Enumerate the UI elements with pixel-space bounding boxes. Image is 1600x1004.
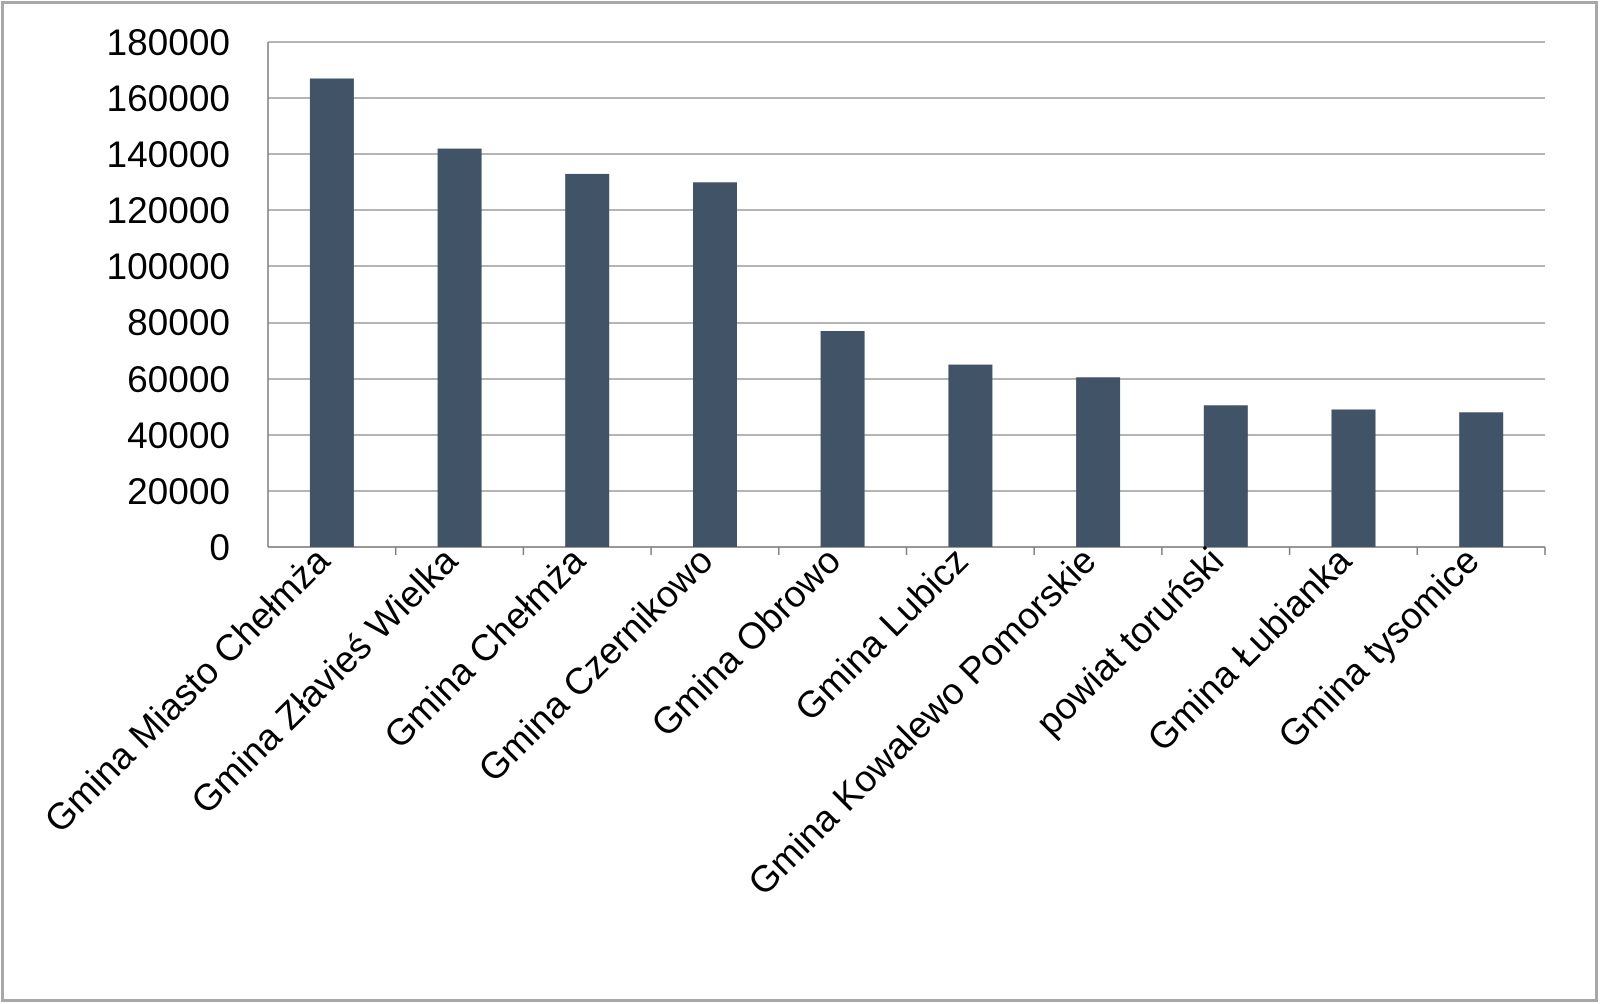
svg-text:Gmina Czernikowo: Gmina Czernikowo [471,540,721,790]
svg-text:80000: 80000 [127,302,230,343]
svg-text:120000: 120000 [107,190,230,231]
svg-text:40000: 40000 [127,415,230,456]
svg-text:160000: 160000 [107,78,230,119]
svg-text:100000: 100000 [107,246,230,287]
svg-text:0: 0 [209,527,230,568]
svg-text:60000: 60000 [127,359,230,400]
svg-text:20000: 20000 [127,471,230,512]
svg-text:140000: 140000 [107,134,230,175]
svg-text:180000: 180000 [107,22,230,63]
